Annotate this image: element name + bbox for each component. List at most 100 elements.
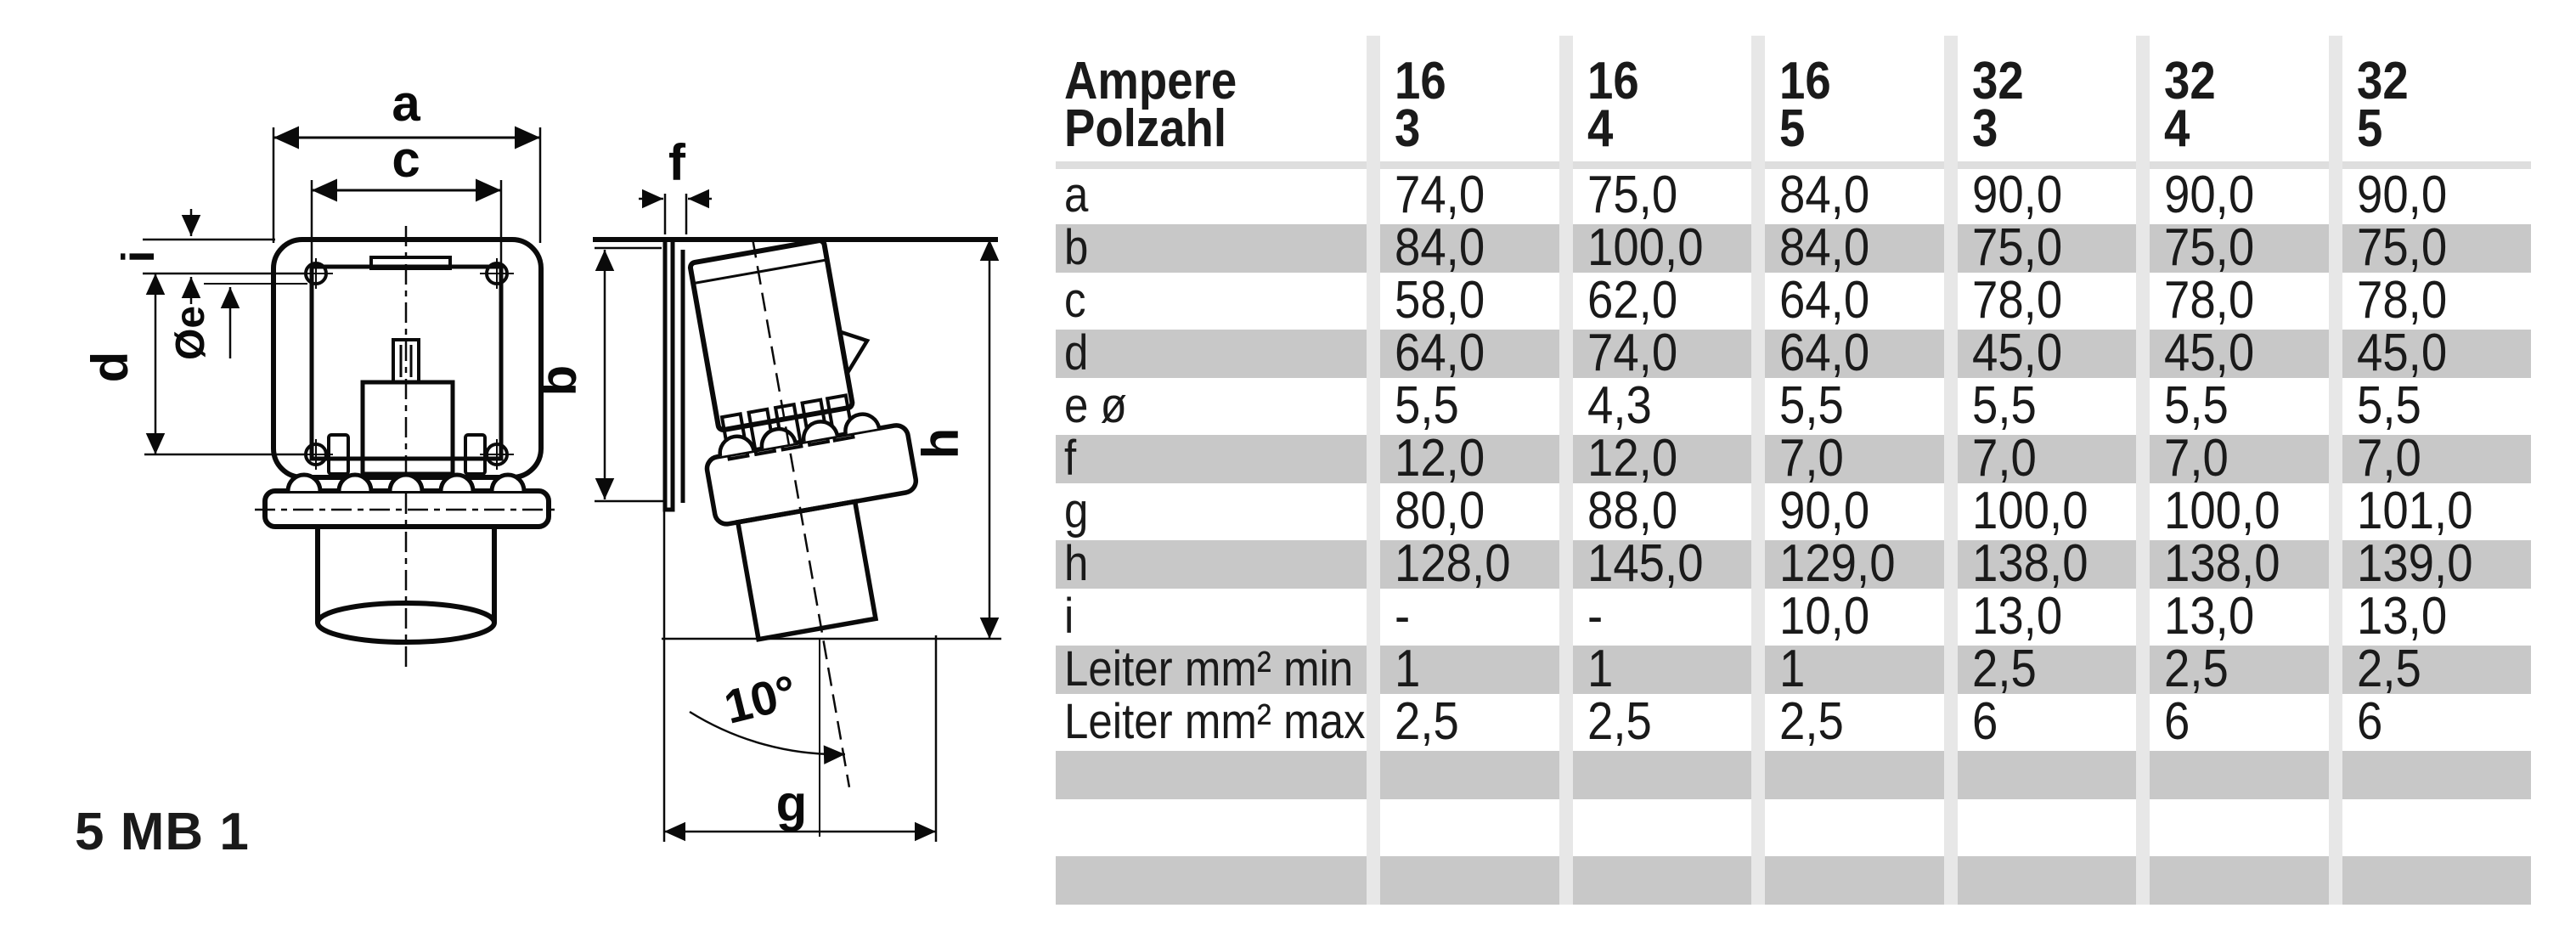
row-label: Leiter mm² max xyxy=(1064,694,1366,749)
row-label: b xyxy=(1064,220,1089,275)
cell-value xyxy=(2146,801,2339,854)
dim-label-oe: Øe xyxy=(168,306,213,360)
cell-value: 90,0 xyxy=(2356,166,2447,224)
header-ampere-col6: 32 xyxy=(2356,52,2409,110)
header-polzahl-col1: 3 xyxy=(1395,99,1421,158)
row-label xyxy=(1056,801,1377,854)
cell-value: 7,0 xyxy=(2164,429,2229,488)
cell-value: 13,0 xyxy=(1971,587,2062,646)
dim-label-f: f xyxy=(668,134,686,191)
header-polzahl-col2: 4 xyxy=(1587,99,1613,158)
cell-value: 2,5 xyxy=(1971,640,2037,698)
cell-value: 7,0 xyxy=(1971,429,2037,488)
cell-value xyxy=(2339,748,2532,801)
dim-label-h: h xyxy=(912,428,969,460)
table-row-leiter-mm-max: Leiter mm² max 2,5 2,5 2,5 6 6 6 xyxy=(1056,696,2531,748)
dim-label-g: g xyxy=(776,775,808,832)
header-polzahl-col3: 5 xyxy=(1779,99,1806,158)
cell-value: 2,5 xyxy=(2164,640,2229,698)
spout-side xyxy=(735,499,879,642)
cell-value xyxy=(1954,854,2147,906)
spout-mouth xyxy=(315,601,497,645)
cell-value: 13,0 xyxy=(2356,587,2447,646)
cell-value: 12,0 xyxy=(1395,429,1485,488)
cell-value: 6 xyxy=(2356,692,2382,751)
cell-value: 64,0 xyxy=(1395,324,1485,382)
spec-table: Ampere 16 16 16 32 32 32 Polzahl 3 4 5 3… xyxy=(1056,36,2531,906)
angle-arc xyxy=(689,710,846,764)
cell-value xyxy=(1761,748,1954,801)
cell-value: 6 xyxy=(1971,692,1998,751)
gland-domes xyxy=(285,472,527,492)
row-label xyxy=(1056,854,1377,906)
table-row-h: h 128,0 145,0 129,0 138,0 138,0 139,0 xyxy=(1056,538,2531,590)
cell-value xyxy=(2146,854,2339,906)
cell-value xyxy=(1377,748,1570,801)
dim-label-i: i xyxy=(113,250,164,262)
cell-value: 12,0 xyxy=(1587,429,1677,488)
row-label xyxy=(1056,748,1377,801)
header-label-ampere: Ampere xyxy=(1064,52,1237,110)
cell-value: 100,0 xyxy=(1971,482,2088,540)
row-label: d xyxy=(1064,325,1089,381)
table-row-d: d 64,0 74,0 64,0 45,0 45,0 45,0 xyxy=(1056,327,2531,380)
product-code: 5 MB 1 xyxy=(75,803,250,861)
row-label: a xyxy=(1064,167,1089,223)
top-tab xyxy=(369,256,452,270)
cell-value: 145,0 xyxy=(1587,534,1704,593)
cell-value: 45,0 xyxy=(2356,324,2447,382)
spec-table-rows: a 74,0 75,0 84,0 90,0 90,0 90,0 b 84,0 100,0 84,0 7… xyxy=(1056,169,2531,906)
cell-value: 64,0 xyxy=(1779,271,1870,330)
cell-value: 139,0 xyxy=(2356,534,2473,593)
latch xyxy=(838,330,871,375)
row-label: e ø xyxy=(1064,378,1127,433)
cell-value: 138,0 xyxy=(2164,534,2280,593)
cell-value: 64,0 xyxy=(1779,324,1870,382)
dim-label-d: d xyxy=(82,352,138,383)
cell-value: 2,5 xyxy=(2356,640,2421,698)
mounting-plate xyxy=(662,237,675,512)
table-row-g: g 80,0 88,0 90,0 100,0 100,0 101,0 xyxy=(1056,485,2531,538)
dim-label-b: b xyxy=(530,365,587,397)
dim-label-c: c xyxy=(392,131,420,188)
header-ampere-col1: 16 xyxy=(1395,52,1446,110)
cell-value: - xyxy=(1395,587,1411,646)
side-view: f b xyxy=(530,134,1001,842)
cell-value: 5,5 xyxy=(1779,376,1844,435)
header-ampere-col2: 16 xyxy=(1587,52,1639,110)
body-centerline xyxy=(751,239,851,787)
cell-value: 58,0 xyxy=(1395,271,1485,330)
cell-value: 90,0 xyxy=(2164,166,2255,224)
table-row-empty xyxy=(1056,748,2531,801)
table-row-b: b 84,0 100,0 84,0 75,0 75,0 75,0 xyxy=(1056,222,2531,274)
cell-value: 6 xyxy=(2164,692,2190,751)
row-label: f xyxy=(1064,431,1077,486)
cell-value: 101,0 xyxy=(2356,482,2473,540)
cell-value: 129,0 xyxy=(1779,534,1896,593)
table-header-polzahl-row: Polzahl 3 4 5 3 4 5 xyxy=(1056,99,2531,158)
header-ampere-col4: 32 xyxy=(1971,52,2024,110)
table-row-empty xyxy=(1056,854,2531,906)
cell-value: 75,0 xyxy=(1971,218,2062,277)
cell-value: 80,0 xyxy=(1395,482,1485,540)
cell-value: 84,0 xyxy=(1779,166,1870,224)
header-polzahl-col4: 3 xyxy=(1971,99,1998,158)
row-label: h xyxy=(1064,536,1089,591)
cell-value: 138,0 xyxy=(1971,534,2088,593)
cell-value: 84,0 xyxy=(1779,218,1870,277)
cell-value: 128,0 xyxy=(1395,534,1511,593)
cell-value: 13,0 xyxy=(2164,587,2255,646)
cell-value: 78,0 xyxy=(2164,271,2255,330)
cell-value: 4,3 xyxy=(1587,376,1652,435)
cell-value: 7,0 xyxy=(2356,429,2421,488)
cell-value xyxy=(1377,854,1570,906)
cell-value: 78,0 xyxy=(1971,271,2062,330)
row-label: c xyxy=(1064,273,1086,328)
table-row-a: a 74,0 75,0 84,0 90,0 90,0 90,0 xyxy=(1056,169,2531,222)
row-label: Leiter mm² min xyxy=(1064,641,1354,697)
header-polzahl-col5: 4 xyxy=(2164,99,2190,158)
cell-value xyxy=(2339,854,2532,906)
contact-left xyxy=(327,433,350,476)
cell-value: 74,0 xyxy=(1395,166,1485,224)
cell-value: 78,0 xyxy=(2356,271,2447,330)
